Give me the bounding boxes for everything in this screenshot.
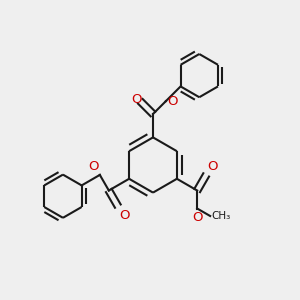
Text: O: O xyxy=(131,93,142,106)
Text: O: O xyxy=(88,160,98,173)
Text: O: O xyxy=(119,209,130,222)
Text: O: O xyxy=(192,211,202,224)
Text: O: O xyxy=(167,95,178,108)
Text: O: O xyxy=(208,160,218,173)
Text: CH₃: CH₃ xyxy=(212,211,231,221)
